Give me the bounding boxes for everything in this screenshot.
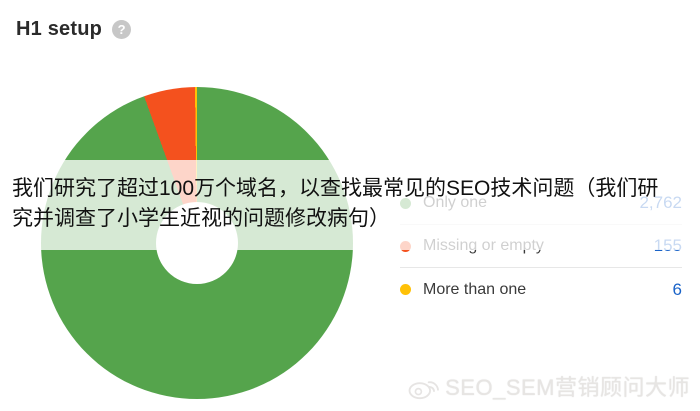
watermark-text: SEO_SEM营销顾问大师 [445,375,690,400]
caption-line-2: 究并调查了小学生近视的问题修改病句） [12,207,390,230]
legend-dot-more-than-one-icon [400,284,411,295]
caption-text: 我们研究了超过100万个域名，以查找最常见的SEO技术问题（我们研 究并调查了小… [12,174,692,234]
help-icon[interactable]: ? [112,20,132,39]
legend-row-more-than-one[interactable]: More than one 6 [400,268,682,311]
page-title: H1 setup [16,18,103,40]
watermark: SEO_SEM营销顾问大师 [407,370,690,402]
caption-line-1: 我们研究了超过100万个域名，以查找最常见的SEO技术问题（我们研 [12,177,659,200]
legend-label: More than one [423,280,527,298]
caption-overlay: 我们研究了超过100万个域名，以查找最常见的SEO技术问题（我们研 究并调查了小… [0,160,700,250]
legend-value[interactable]: 6 [672,279,682,299]
weibo-icon [407,372,441,400]
chart-header: H1 setup ? [16,18,132,41]
